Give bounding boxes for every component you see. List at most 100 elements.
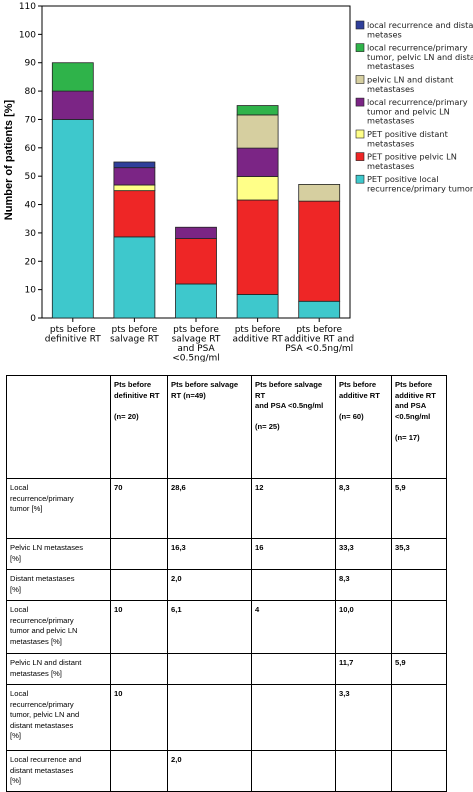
legend-swatch: [355, 75, 365, 84]
table-header-line: [114, 401, 164, 412]
table-cell: 35,3: [391, 538, 447, 570]
table-cell: [110, 569, 168, 601]
table-cell: 10,0: [335, 600, 392, 654]
table-cell: [335, 750, 392, 792]
row-label-line: [%]: [10, 776, 21, 785]
table-row-label: Distant metastases [%]: [6, 569, 111, 601]
legend-entry-text: metastases: [367, 84, 414, 94]
table-row: Local recurrence/primary tumor [%] 70 28,6 12…: [6, 478, 447, 539]
table-row: Pelvic LN metastases [%] 16,3 16 33,3 35,3: [6, 538, 447, 570]
row-label-line: Local: [10, 689, 29, 698]
y-tick-label: 50: [25, 172, 37, 182]
table-header-line: (n= 17): [395, 432, 420, 442]
x-tick-label: and PSA: [177, 344, 215, 354]
table-cell: [110, 653, 168, 685]
bar-segment: [236, 114, 279, 149]
table-row-label: Local recurrence/primary tumor and pelvic …: [6, 600, 111, 654]
table-header-line: Pts before: [395, 380, 433, 389]
table-column-header: Pts before additive RT and PSA <0.5ng/ml (n…: [391, 375, 447, 479]
x-tick-label: salvage RT: [172, 335, 221, 345]
y-tick-label: 40: [25, 201, 37, 211]
table-cell: 28,6: [167, 478, 252, 539]
row-label-line: [%]: [10, 584, 21, 594]
table-row-label: Local recurrence and distant metastases [%…: [6, 750, 111, 792]
table-row: Local recurrence/primary tumor and pelvic …: [6, 600, 447, 654]
table-header-row: Pts before definitive RT (n= 20) Pts befor…: [6, 375, 447, 479]
table-cell: [391, 684, 447, 751]
table-header-line: (n= 60): [339, 411, 364, 421]
table-cell: [167, 653, 252, 685]
table-cell: 70: [110, 478, 168, 539]
table-cell: [167, 684, 252, 751]
bar-segment: [298, 200, 341, 302]
y-tick-label: 90: [25, 59, 37, 69]
x-tick-label: definitive RT: [45, 335, 101, 345]
x-tick-label: PSA <0.5ng/ml: [285, 344, 353, 354]
bar-segment: [175, 283, 217, 319]
table-header-line: Pts before salvage RT (n=49): [171, 380, 239, 400]
row-label-line: distant metastases: [10, 720, 74, 730]
table-column-header: Pts before additive RT (n= 60): [335, 375, 392, 479]
legend-entry-text: metastases: [367, 161, 414, 171]
table-cell: [110, 538, 168, 570]
legend-entry-text: metastases: [367, 61, 414, 71]
legend-entry-text: PET positive distant: [367, 129, 449, 139]
row-label-line: recurrence/primary: [10, 699, 74, 709]
table-row: Pelvic LN and distant metastases [%] 11,7 5…: [6, 653, 447, 685]
bar-segment: [113, 167, 156, 186]
table-row-label: Pelvic LN metastases [%]: [6, 538, 111, 570]
legend-entry-text: recurrence/primary tumor: [367, 184, 473, 194]
y-tick-label: 80: [25, 87, 37, 97]
y-tick-label: 0: [30, 314, 36, 324]
row-label-line: distant metastases: [10, 765, 74, 775]
table-header-line: and PSA <0.5ng/ml: [255, 401, 324, 410]
table-body: Local recurrence/primary tumor [%] 70 28,6 12…: [6, 478, 447, 792]
row-label-line: recurrence/primary: [10, 615, 74, 625]
bar-segment: [51, 119, 94, 319]
table-row-label: Local recurrence/primary tumor, pelvic LN …: [6, 684, 111, 751]
table-header-line: (n= 25): [255, 422, 280, 431]
table-row-label: Local recurrence/primary tumor [%]: [6, 478, 111, 539]
table-column-header: Pts before definitive RT (n= 20): [110, 375, 168, 479]
legend-entry-text: metastases: [367, 116, 414, 126]
legend-entry-text: local recurrence and distant: [367, 20, 473, 30]
x-tick-label: pts before: [173, 325, 219, 335]
table-row: Local recurrence and distant metastases [%…: [6, 750, 447, 792]
table-header-line: additive RT: [339, 390, 380, 400]
row-label-line: Distant metastases: [10, 574, 75, 583]
bar-segment: [175, 238, 217, 285]
bar-segment: [236, 147, 279, 177]
chart-bars: [51, 62, 341, 319]
table-row: Distant metastases [%] 2,0 8,3: [6, 569, 447, 601]
table-cell: [110, 750, 168, 792]
y-tick-label: 100: [19, 30, 36, 40]
x-tick-label: additive RT and: [284, 335, 354, 345]
row-label-line: Pelvic LN metastases: [10, 543, 84, 552]
legend-entry-text: metases: [367, 29, 402, 39]
table-cell: [251, 569, 336, 601]
y-tick-label: 20: [25, 257, 37, 267]
y-tick-label: 70: [25, 115, 37, 125]
table-cell: [391, 600, 447, 654]
legend-swatch: [355, 152, 365, 161]
legend-entry-text: pelvic LN and distant: [367, 75, 454, 85]
x-tick-label: pts before: [112, 325, 158, 335]
table-cell: 10: [110, 600, 168, 654]
table-cell: [391, 750, 447, 792]
y-tick-label: 30: [25, 229, 37, 239]
bar-segment: [51, 62, 94, 92]
x-tick-label: pts before: [50, 325, 96, 335]
row-label-line: tumor and pelvic LN: [10, 626, 78, 635]
x-tick-label: <0.5ng/ml: [172, 354, 220, 363]
table-header-line: definitive RT: [114, 390, 160, 400]
y-axis-label: Number of patients [%]: [3, 99, 15, 220]
table-column-header: Pts before salvage RT (n=49): [167, 375, 252, 479]
x-tick-label: salvage RT: [110, 335, 159, 345]
y-tick-label: 60: [25, 144, 37, 154]
table-cell: [251, 684, 336, 751]
bar-segment: [236, 176, 279, 201]
table-header-line: [255, 412, 332, 423]
table-header-line: [395, 422, 443, 433]
